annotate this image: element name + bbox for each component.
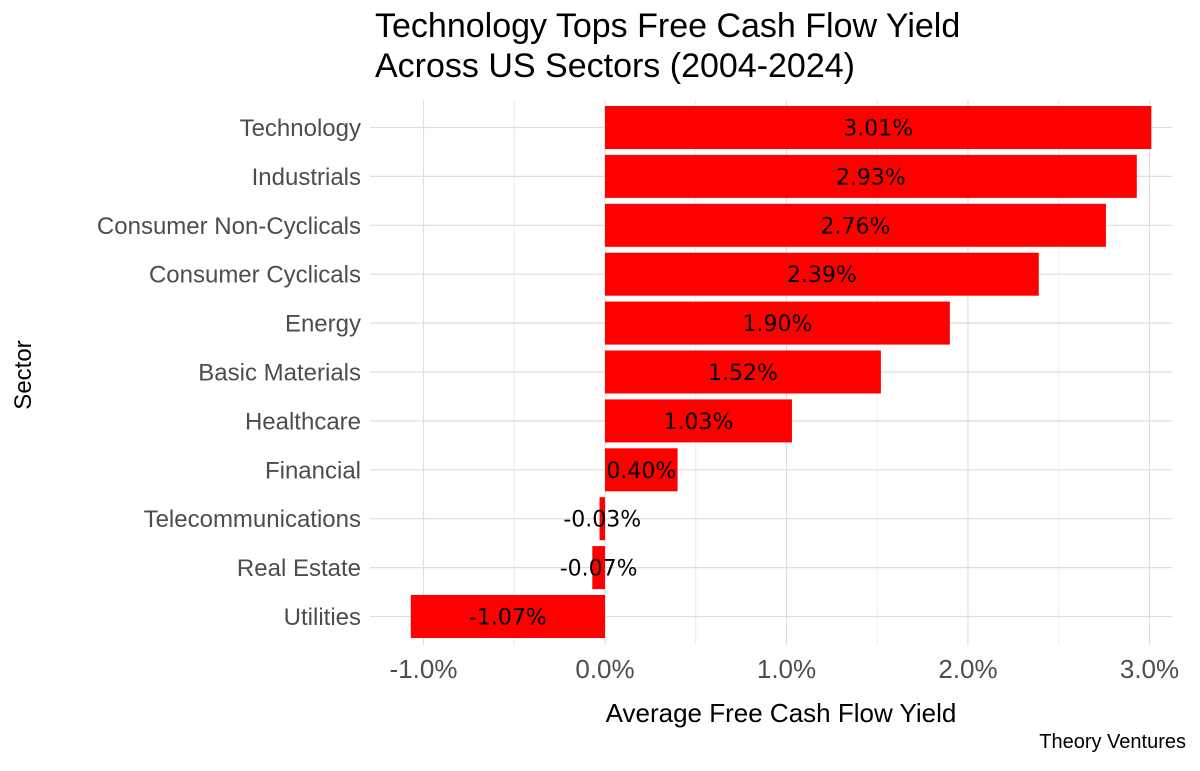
data-label: 1.52% [708,361,778,386]
bar-consumer-cyclicals [605,252,1039,296]
y-tick-label: Utilities [284,604,361,631]
y-tick-label: Telecommunications [144,506,361,533]
bar-telecommunications [599,497,605,541]
data-label: 0.40% [606,459,676,484]
bar-real-estate [592,546,605,590]
y-tick-label: Healthcare [245,408,361,435]
x-tick-label: 3.0% [1120,654,1179,684]
y-tick-label: Real Estate [237,555,361,582]
bar-technology [605,106,1152,149]
y-tick-label: Consumer Non-Cyclicals [97,213,361,240]
text-layer: -1.0% 0.0% 1.0% 2.0% 3.0% Technology 3.01% Indu… [97,115,1179,728]
data-label: -1.07% [469,606,547,631]
bar-industrials [605,154,1137,198]
data-label: -0.03% [563,508,641,533]
bar-layer [410,106,1152,638]
data-label: 2.93% [836,165,906,190]
x-tick-label: -1.0% [390,654,458,684]
x-tick-label: 0.0% [575,654,634,684]
data-label: 2.76% [821,214,891,239]
chart-title: Technology Tops Free Cash Flow Yield Acr… [375,6,960,86]
x-tick-label: 1.0% [757,654,816,684]
bar-basic-materials [605,350,881,394]
y-tick-label: Consumer Cyclicals [149,262,361,289]
y-tick-label: Technology [240,115,361,142]
data-label: 1.03% [664,410,734,435]
y-tick-label: Financial [265,457,361,484]
data-label: 3.01% [843,117,913,142]
bar-utilities [410,595,605,638]
chart-title-line-1: Technology Tops Free Cash Flow Yield [375,7,961,45]
bar-consumer-non-cyclicals [605,203,1106,247]
chart-title-line-2: Across US Sectors (2004-2024) [375,47,855,85]
y-tick-label: Energy [285,311,361,338]
data-label: 1.90% [742,312,812,337]
y-tick-label: Industrials [252,164,361,191]
chart-caption: Theory Ventures [1039,731,1186,753]
data-label: -0.07% [560,557,638,582]
bar-healthcare [605,399,792,443]
bar-energy [605,301,950,345]
data-label: 2.39% [787,263,857,288]
y-tick-label: Basic Materials [198,360,361,387]
bar-financial [605,448,678,492]
x-tick-label: 2.0% [938,654,997,684]
x-axis-title: Average Free Cash Flow Yield [606,698,957,728]
